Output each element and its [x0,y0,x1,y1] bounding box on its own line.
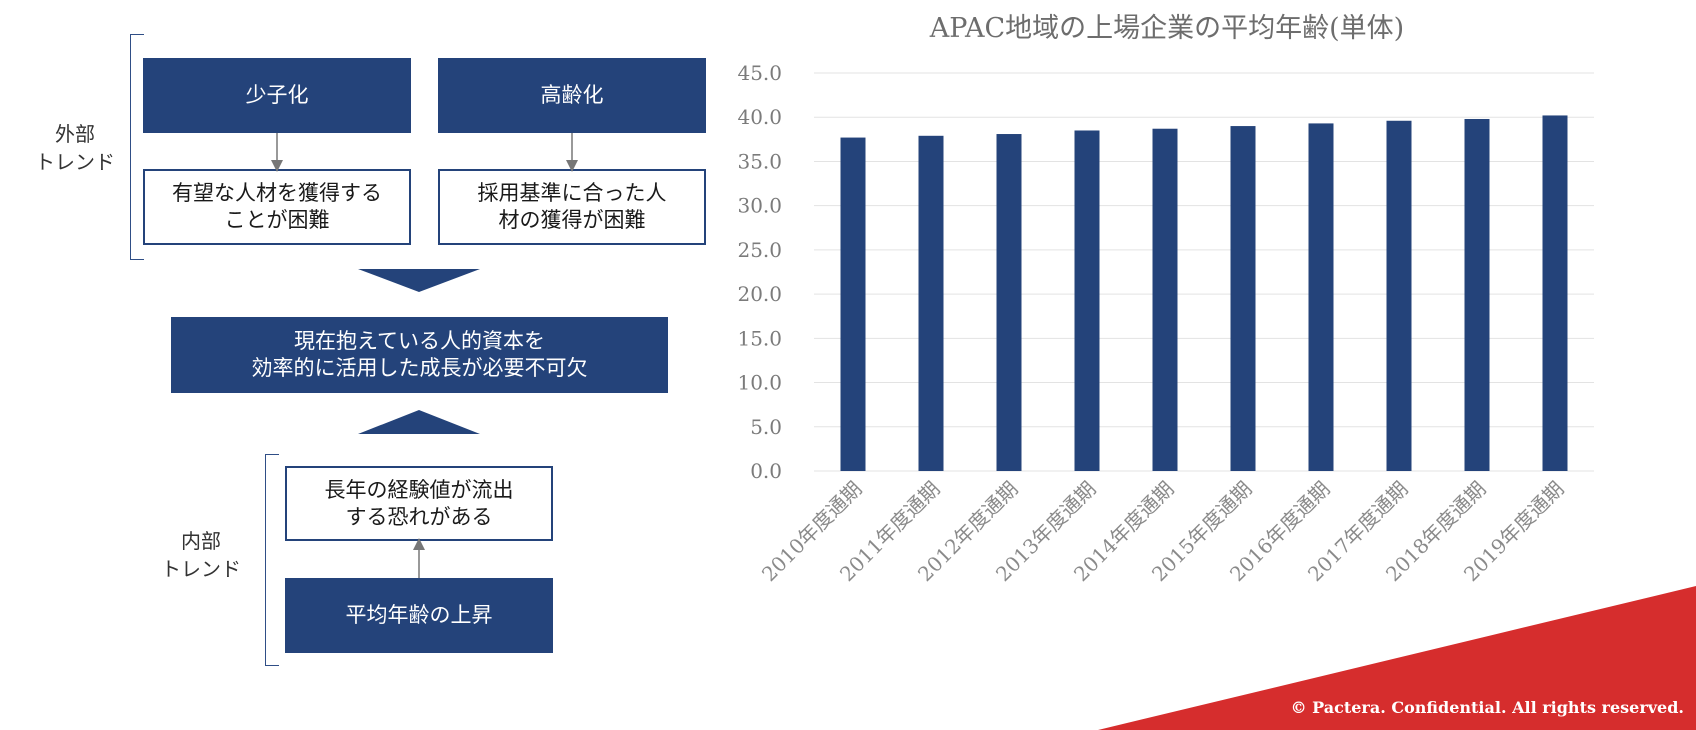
external-trend-label: 外部 トレンド [35,122,115,174]
bar [1152,128,1178,471]
y-tick-label: 10.0 [737,371,782,395]
experience-loss-box: 長年の経験値が流出 する恐れがある [285,466,553,541]
chart-bars [840,115,1568,472]
y-tick-label: 0.0 [750,459,782,483]
y-tick-label: 15.0 [737,326,782,350]
bar [918,135,944,471]
y-tick-label: 35.0 [737,149,782,173]
chart-y-axis: 0.0 5.0 10.0 15.0 20.0 25.0 30.0 35.0 40.0 45.0 [737,61,782,483]
bar [996,134,1022,471]
bar [840,137,866,471]
bar [1074,130,1100,471]
y-tick-label: 25.0 [737,238,782,262]
copyright-text: © Pactera. Confidential. All rights rese… [1290,698,1684,717]
internal-trend-label: 内部 トレンド [161,529,241,581]
y-tick-label: 30.0 [737,194,782,218]
bar [1230,126,1256,472]
avg-age-rise-box: 平均年齢の上昇 [285,578,553,653]
up-chevron-arrow [358,410,480,434]
bar [1464,118,1490,471]
bar [1542,115,1568,471]
down-chevron-arrow [358,269,480,292]
bar [1308,123,1334,471]
bar [1386,120,1412,471]
y-tick-label: 45.0 [737,61,782,85]
internal-trend-bracket [265,454,279,666]
chart-x-axis: 2010年度通期2011年度通期2012年度通期2013年度通期2014年度通期… [757,477,1569,587]
chart-title: APAC地域の上場企業の平均年齢(単体) [929,13,1404,44]
external-trend-bracket [130,34,144,260]
y-tick-label: 40.0 [737,105,782,129]
talent-acquisition-difficult-box: 有望な人材を獲得する ことが困難 [143,169,411,245]
red-corner-shape [1098,586,1696,730]
chart-gridlines [814,72,1594,472]
y-tick-label: 5.0 [750,415,782,439]
aging-box: 高齢化 [438,58,706,133]
declining-birthrate-box: 少子化 [143,58,411,133]
y-tick-label: 20.0 [737,282,782,306]
conclusion-box: 現在抱えている人的資本を 効率的に活用した成長が必要不可欠 [171,317,668,393]
criteria-talent-difficult-box: 採用基準に合った人 材の獲得が困難 [438,169,706,245]
